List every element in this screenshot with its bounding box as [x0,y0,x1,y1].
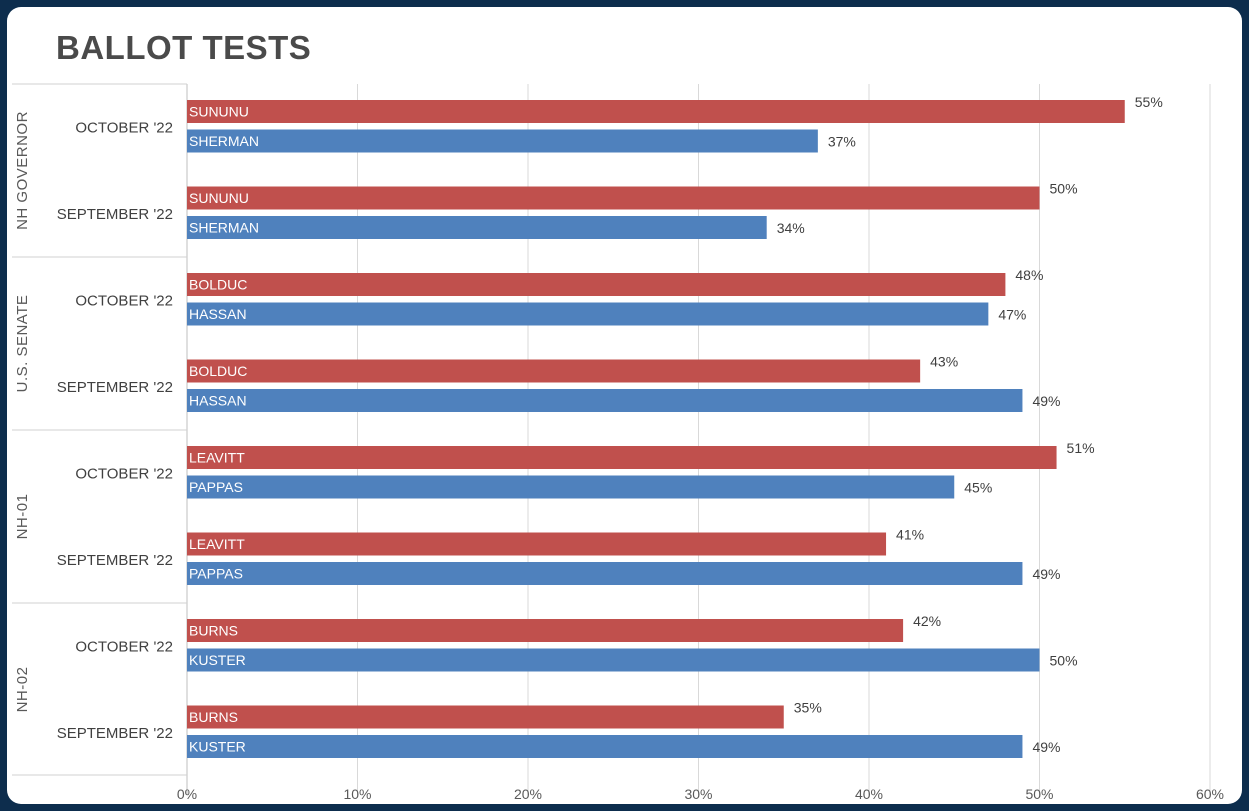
bar [187,562,1023,585]
x-tick-label: 30% [684,786,712,802]
x-tick-label: 0% [177,786,197,802]
bar-candidate-label: BURNS [189,709,238,725]
bar [187,532,887,556]
bar-candidate-label: SUNUNU [189,104,249,120]
bar-candidate-label: LEAVITT [189,450,245,466]
data-label: 49% [1032,566,1060,582]
x-tick-label: 40% [855,786,883,802]
period-label: SEPTEMBER '22 [57,206,173,223]
bar-candidate-label: SUNUNU [189,190,249,206]
bar [187,648,1040,672]
x-tick-label: 50% [1025,786,1053,802]
data-label: 37% [828,134,856,150]
chart-card: BALLOT TESTS 0% 10% 20% 30% 40% 50% 60% NH GOVE… [7,7,1242,804]
bar-candidate-label: KUSTER [189,739,246,755]
bar [187,186,1040,210]
bar [187,705,784,729]
bar [187,129,818,153]
group-label: NH-02 [14,667,31,713]
data-label: 50% [1050,181,1078,197]
bar [187,389,1023,412]
bar [187,100,1125,123]
bar-candidate-label: BOLDUC [189,363,247,379]
bar-candidate-label: PAPPAS [189,566,243,582]
data-label: 45% [964,480,992,496]
bar-candidate-label: KUSTER [189,652,246,668]
bar [187,359,921,383]
data-label: 49% [1032,739,1060,755]
data-label: 35% [794,700,822,716]
bar-candidate-label: BURNS [189,623,238,639]
data-label: 47% [998,307,1026,323]
data-label: 49% [1032,393,1060,409]
chart-title: BALLOT TESTS [56,29,312,66]
group-label: U.S. SENATE [14,295,31,393]
data-label: 55% [1135,94,1163,110]
data-label: 34% [777,220,805,236]
bar [187,446,1057,469]
period-label: OCTOBER '22 [75,119,173,136]
group-label: NH-01 [14,494,31,540]
bar [187,273,1006,296]
bar [187,302,989,326]
data-label: 50% [1050,653,1078,669]
bar [187,216,767,239]
bar-candidate-label: HASSAN [189,306,247,322]
period-label: SEPTEMBER '22 [57,379,173,396]
period-label: OCTOBER '22 [75,465,173,482]
bar [187,475,955,499]
bar-candidate-label: SHERMAN [189,133,259,149]
period-label: OCTOBER '22 [75,638,173,655]
x-tick-label: 60% [1196,786,1224,802]
bar-candidate-label: BOLDUC [189,277,247,293]
group-label: NH GOVERNOR [14,111,31,230]
bar [187,619,904,642]
period-label: SEPTEMBER '22 [57,725,173,742]
period-label: OCTOBER '22 [75,292,173,309]
period-label: SEPTEMBER '22 [57,552,173,569]
bar-candidate-label: LEAVITT [189,536,245,552]
data-label: 51% [1067,440,1095,456]
bar [187,735,1023,758]
bar-candidate-label: HASSAN [189,393,247,409]
data-label: 42% [913,613,941,629]
ballot-tests-chart: 0% 10% 20% 30% 40% 50% 60% NH GOVERNOR OCTOBER '… [12,83,1224,802]
data-label: 43% [930,354,958,370]
x-tick-label: 10% [343,786,371,802]
bar-candidate-label: SHERMAN [189,220,259,236]
bar-candidate-label: PAPPAS [189,479,243,495]
x-tick-label: 20% [514,786,542,802]
data-label: 41% [896,527,924,543]
data-label: 48% [1015,267,1043,283]
